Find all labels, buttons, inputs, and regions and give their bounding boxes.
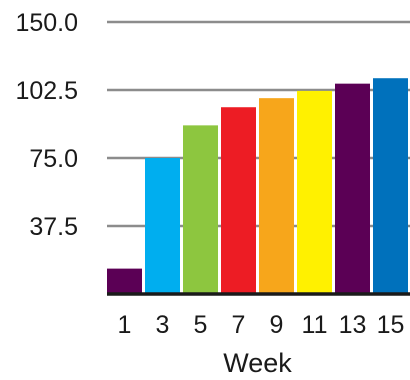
x-tick-label: 1 bbox=[118, 311, 132, 339]
bar-week-5 bbox=[183, 125, 218, 294]
x-axis-title: Week bbox=[223, 348, 292, 378]
x-tick-labels: 1 3 5 7 9 11 13 15 bbox=[118, 311, 405, 339]
y-tick-label: 150.0 bbox=[15, 9, 78, 37]
y-tick-label: 102.5 bbox=[15, 77, 78, 105]
bar-week-15 bbox=[373, 78, 408, 294]
y-tick-label: 75.0 bbox=[29, 145, 78, 173]
bar-week-13 bbox=[335, 83, 370, 294]
x-tick-label: 7 bbox=[232, 311, 246, 339]
x-tick-label: 11 bbox=[302, 311, 328, 339]
y-tick-label: 37.5 bbox=[29, 213, 78, 241]
bar-week-7 bbox=[221, 107, 256, 294]
y-tick-labels: 37.5 75.0 102.5 150.0 bbox=[15, 9, 78, 241]
x-tick-label: 3 bbox=[156, 311, 170, 339]
bars bbox=[107, 78, 408, 294]
bar-week-1 bbox=[107, 268, 142, 294]
bar-week-9 bbox=[259, 98, 294, 294]
x-tick-label: 15 bbox=[377, 311, 405, 339]
bar-week-3 bbox=[145, 158, 180, 294]
x-tick-label: 5 bbox=[194, 311, 208, 339]
bar-week-11 bbox=[297, 90, 332, 294]
x-tick-label: 9 bbox=[270, 311, 284, 339]
x-tick-label: 13 bbox=[339, 311, 367, 339]
